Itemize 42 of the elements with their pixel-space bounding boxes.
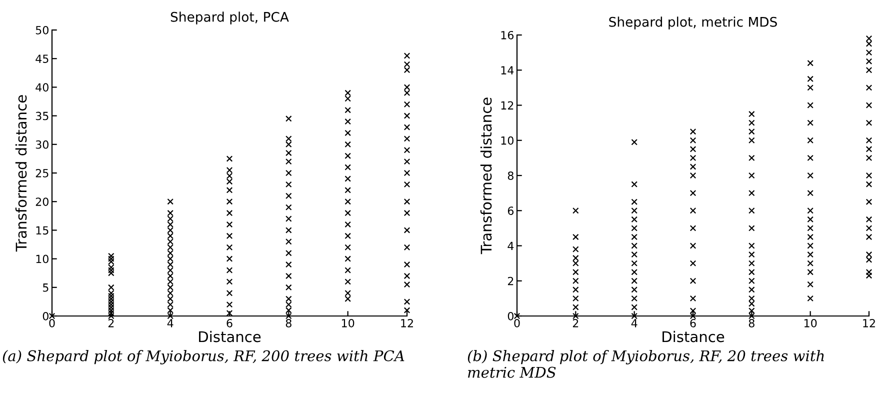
x-axis-title: Distance — [662, 330, 724, 342]
x-tick-label: 6 — [226, 318, 232, 328]
y-tick-label: 15 — [36, 226, 48, 235]
y-tick-label: 8 — [508, 171, 514, 180]
y-tick-label: 14 — [501, 66, 514, 74]
y-tick-label: 45 — [36, 54, 48, 63]
y-tick-label: 16 — [501, 30, 514, 40]
x-tick-label: 12 — [863, 318, 875, 328]
y-tick-label: 2 — [508, 276, 514, 286]
text: (a) Shepard plot of Myioborus, RF, 200 trees with PCA — [2, 350, 404, 364]
y-tick-label: 20 — [36, 198, 48, 206]
y-axis-title: Transformed distance — [15, 95, 27, 252]
y-tick-label: 5 — [43, 284, 48, 292]
x-tick-label: 6 — [690, 318, 696, 328]
text: (b) Shepard plot of Myioborus, RF, 20 trees with metric MDS — [468, 350, 824, 378]
x-tick-label: 0 — [49, 318, 55, 328]
chart-title: Shepard plot, metric MDS — [609, 16, 777, 30]
x-tick-label: 4 — [631, 319, 638, 328]
y-axis-title: Transformed distance — [480, 98, 492, 254]
y-tick-label: 25 — [36, 168, 48, 178]
x-tick-label: 8 — [286, 318, 292, 328]
x-axis-title: Distance — [199, 330, 261, 342]
y-tick-label: 6 — [508, 206, 514, 216]
x-tick-label: 0 — [514, 318, 520, 328]
x-tick-label: 8 — [748, 318, 754, 328]
x-tick-label: 12 — [401, 318, 413, 328]
x-tick-label: 10 — [342, 318, 354, 328]
y-tick-label: 10 — [36, 254, 48, 264]
y-tick-label: 40 — [36, 83, 48, 92]
y-tick-label: 50 — [36, 26, 48, 34]
y-tick-label: 0 — [42, 312, 48, 320]
y-tick-label: 4 — [508, 242, 514, 250]
y-tick-label: 12 — [501, 101, 514, 110]
y-tick-label: 30 — [36, 140, 48, 149]
x-tick-label: 2 — [108, 318, 114, 328]
y-tick-label: 35 — [36, 112, 48, 120]
y-tick-label: 0 — [508, 312, 514, 320]
x-tick-label: 4 — [167, 319, 174, 328]
x-tick-label: 10 — [804, 318, 817, 328]
chart-title: Shepard plot, PCA — [170, 12, 289, 24]
y-tick-label: 10 — [501, 136, 514, 145]
x-tick-label: 2 — [572, 318, 578, 328]
